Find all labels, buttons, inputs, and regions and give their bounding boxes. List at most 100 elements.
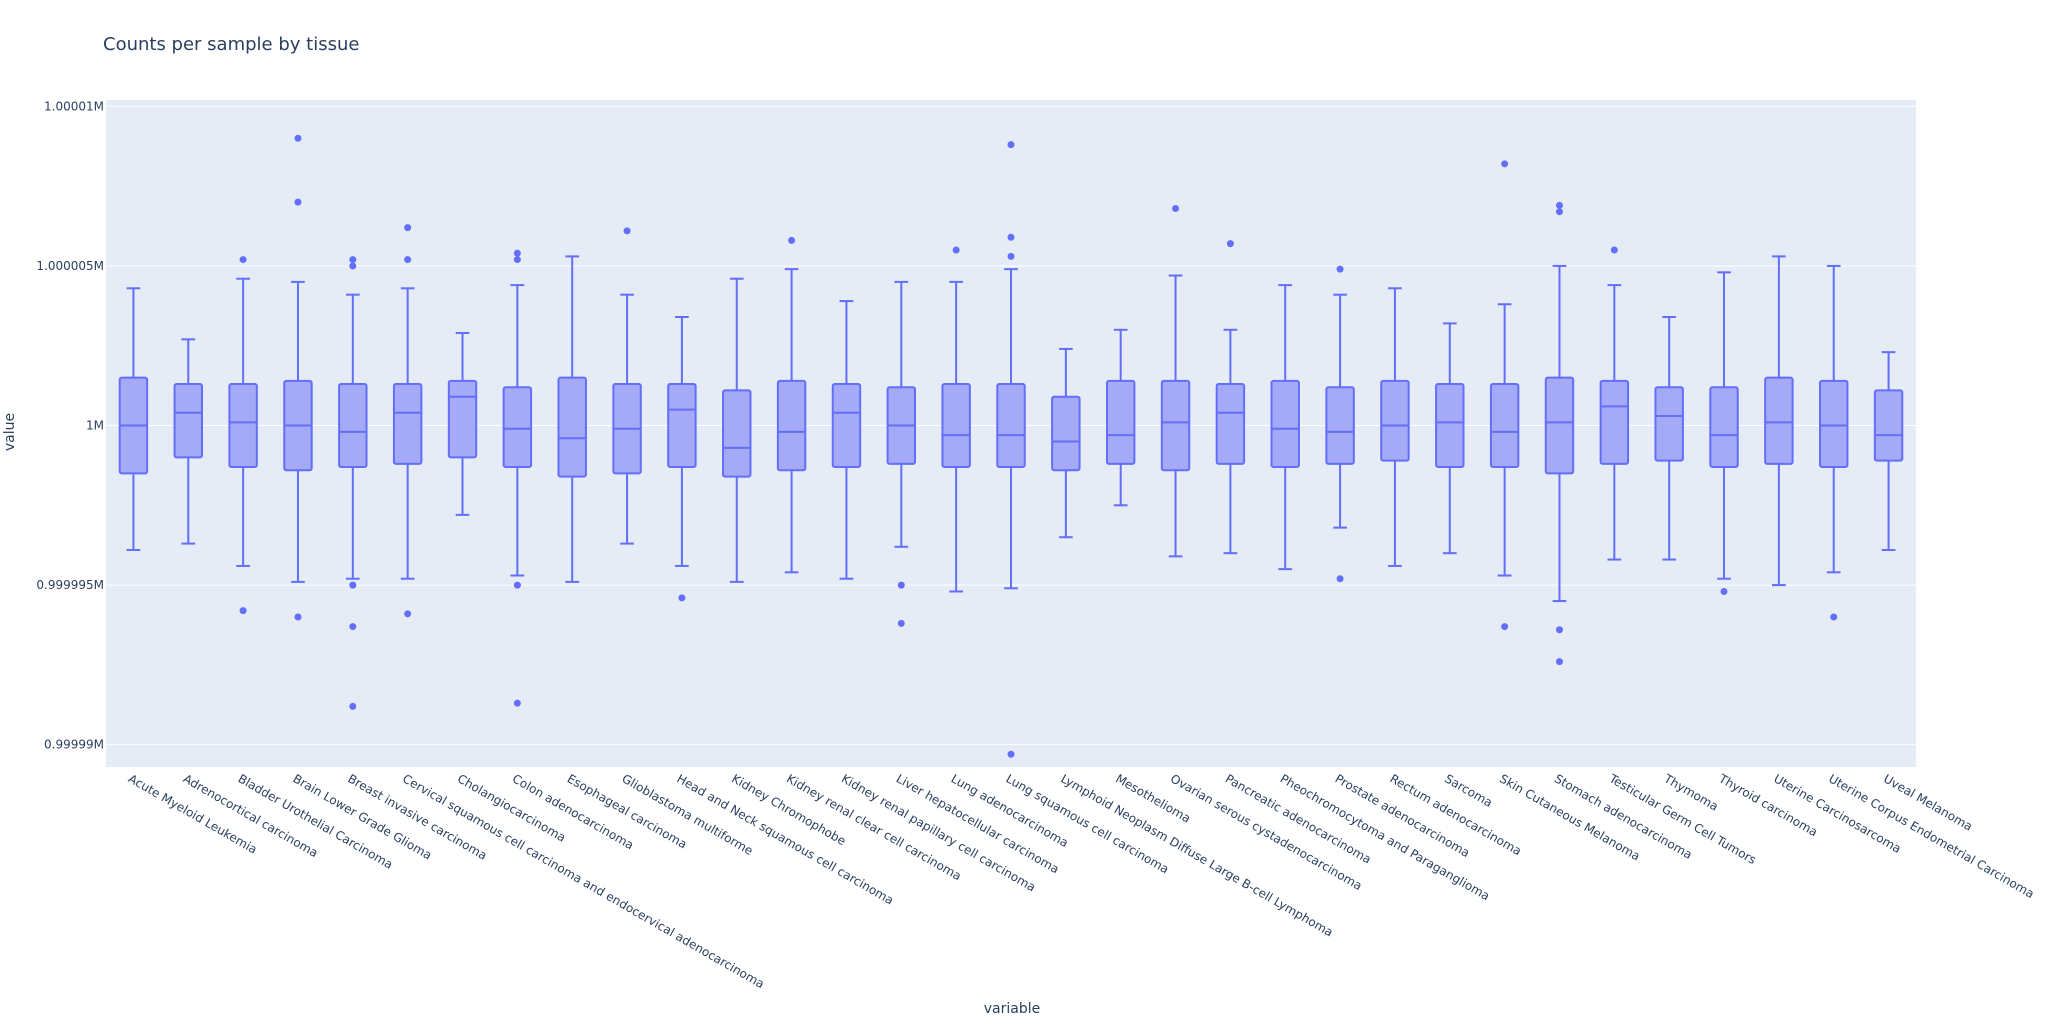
box-iqr	[1709, 386, 1739, 469]
box-item	[447, 331, 478, 516]
box-item	[1873, 351, 1904, 551]
box-iqr	[667, 383, 697, 469]
outlier-point	[788, 236, 796, 244]
box-item	[1544, 201, 1575, 666]
box-item	[1709, 271, 1739, 595]
box-iqr	[1489, 383, 1520, 469]
outlier-point	[239, 607, 247, 615]
outlier-point	[513, 699, 521, 707]
outlier-point	[1830, 613, 1838, 621]
box-item	[557, 255, 587, 583]
box-iqr	[228, 383, 258, 469]
box-item	[392, 224, 423, 618]
box-item	[1105, 328, 1136, 507]
box-item	[228, 256, 258, 615]
box-item	[722, 277, 752, 583]
outlier-point	[349, 581, 357, 589]
outlier-point	[952, 246, 960, 254]
outlier-point	[1501, 160, 1509, 168]
box-iqr	[338, 383, 368, 469]
outlier-point	[1172, 205, 1180, 213]
x-tick-label: Uterine Corpus Endometrial Carcinoma	[1826, 771, 2036, 901]
box-item	[1215, 240, 1246, 555]
outlier-point	[239, 256, 247, 264]
outlier-point	[1336, 265, 1344, 273]
x-tick-label: Thyroid carcinoma	[1716, 771, 1820, 839]
outlier-point	[294, 134, 302, 142]
box-item	[283, 134, 313, 621]
box-iqr	[1325, 386, 1355, 465]
y-tick-label: 1.000005M	[36, 259, 104, 273]
y-tick-label: 0.99999M	[44, 738, 104, 752]
box-iqr	[1215, 383, 1246, 465]
box-item	[1051, 347, 1081, 539]
box-item	[1599, 246, 1630, 561]
x-axis-label: variable	[984, 1001, 1040, 1017]
outlier-point	[404, 610, 412, 618]
box-iqr	[996, 383, 1026, 469]
box-iqr	[1270, 379, 1300, 469]
box-iqr	[1105, 379, 1136, 465]
outlier-point	[897, 619, 905, 627]
outlier-point	[1555, 658, 1563, 666]
outlier-point	[349, 702, 357, 710]
outlier-point	[1226, 240, 1234, 248]
outlier-point	[1555, 208, 1563, 216]
box-iqr	[941, 383, 971, 469]
box-item	[1489, 160, 1520, 631]
box-iqr	[173, 383, 203, 459]
box-iqr	[447, 379, 478, 459]
box-item	[886, 280, 917, 627]
chart-title: Counts per sample by tissue	[103, 34, 359, 55]
box-iqr	[831, 383, 862, 469]
box-item	[1819, 264, 1849, 621]
box-item	[173, 338, 203, 545]
outlier-point	[1007, 252, 1015, 260]
outlier-point	[1007, 750, 1015, 758]
outlier-point	[1555, 626, 1563, 634]
outlier-point	[349, 262, 357, 270]
box-item	[118, 287, 149, 551]
box-item	[1654, 316, 1684, 561]
y-tick-label: 0.999995M	[36, 578, 104, 592]
box-iqr	[557, 376, 587, 478]
box-item	[996, 141, 1026, 758]
outlier-point	[897, 581, 905, 589]
box-item	[1160, 205, 1191, 558]
box-item	[776, 236, 807, 574]
outlier-point	[678, 594, 686, 602]
y-tick-label: 1M	[86, 419, 104, 433]
y-tick-labels: 0.99999M 0.999995M 1M 1.000005M 1.00001M	[36, 99, 104, 751]
box-item	[1270, 284, 1300, 571]
outlier-point	[294, 198, 302, 206]
y-tick-label: 1.00001M	[44, 99, 104, 113]
box-iqr	[1160, 379, 1191, 472]
outlier-point	[513, 249, 521, 257]
outlier-point	[623, 227, 631, 235]
box-iqr	[776, 379, 807, 472]
outlier-point	[1610, 246, 1618, 254]
box-iqr	[1051, 395, 1081, 472]
y-axis-label: value	[2, 413, 18, 451]
box-iqr	[1435, 383, 1465, 469]
box-item	[612, 227, 642, 545]
outlier-point	[349, 256, 357, 264]
outlier-point	[349, 623, 357, 631]
outlier-point	[1336, 575, 1344, 583]
box-iqr	[1380, 379, 1410, 462]
outlier-point	[1720, 587, 1728, 595]
box-item	[941, 246, 971, 593]
box-iqr	[1819, 379, 1849, 469]
outlier-point	[404, 256, 412, 264]
box-item	[1325, 265, 1355, 583]
outlier-point	[513, 256, 521, 264]
box-iqr	[1544, 376, 1575, 475]
x-tick-label: Uveal Melanoma	[1881, 771, 1975, 833]
outlier-point	[1555, 201, 1563, 209]
box-iqr	[1654, 386, 1684, 462]
box-iqr	[1873, 389, 1904, 462]
outlier-point	[1007, 141, 1015, 149]
